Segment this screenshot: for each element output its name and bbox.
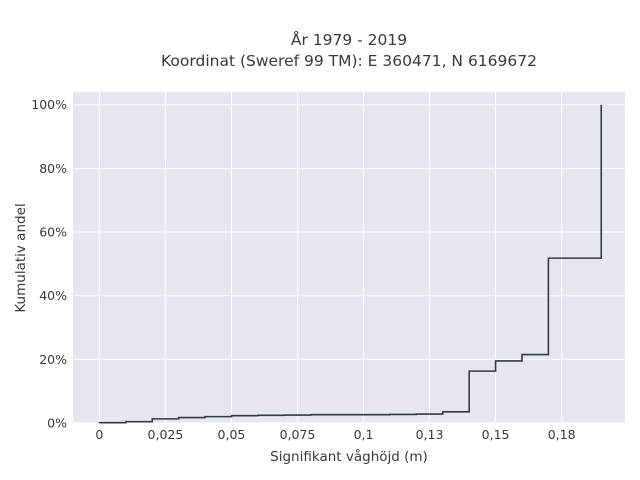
y-tick-label: 80% <box>39 161 67 176</box>
x-gridlines <box>98 92 563 423</box>
x-tick-label: 0,025 <box>148 427 184 442</box>
y-tick-label: 100% <box>31 97 67 112</box>
x-tick-label: 0,05 <box>218 427 246 442</box>
x-tick-label: 0,13 <box>416 427 444 442</box>
x-tick-labels: 0 0,025 0,05 0,075 0,1 0,13 0,15 0,18 <box>95 427 575 442</box>
y-tick-label: 60% <box>39 225 67 240</box>
y-tick-label: 0% <box>47 416 67 431</box>
y-tick-label: 20% <box>39 352 67 367</box>
x-tick-label: 0,1 <box>354 427 374 442</box>
x-tick-label: 0,15 <box>482 427 510 442</box>
x-axis-label: Signifikant våghöjd (m) <box>270 448 428 465</box>
y-axis-label: Kumulativ andel <box>13 203 29 312</box>
y-tick-label: 40% <box>39 288 67 303</box>
cumulative-step-line <box>98 104 603 424</box>
y-tick-labels: 0% 20% 40% 60% 80% 100% <box>31 97 67 430</box>
y-gridlines <box>73 104 625 424</box>
x-tick-label: 0 <box>95 427 103 442</box>
chart-title-line2: Koordinat (Sweref 99 TM): E 360471, N 61… <box>161 52 537 70</box>
plot-area <box>73 92 625 423</box>
x-tick-label: 0,18 <box>548 427 576 442</box>
chart-title-line1: År 1979 - 2019 <box>291 30 407 49</box>
x-tick-label: 0,075 <box>280 427 316 442</box>
